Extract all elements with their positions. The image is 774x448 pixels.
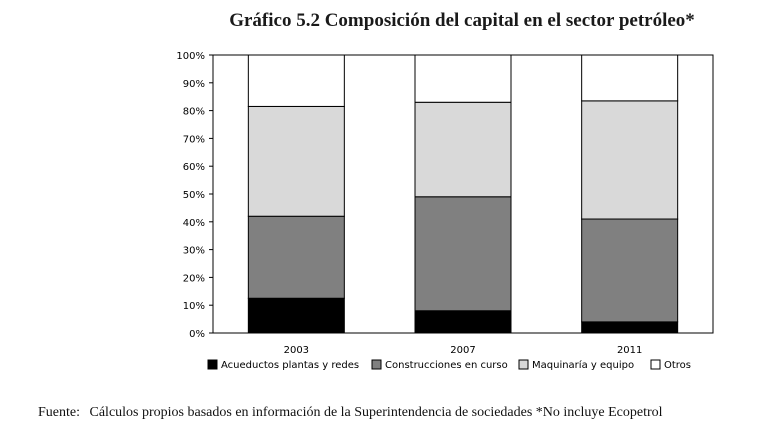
y-tick-label: 80% — [183, 107, 205, 118]
legend-label: Acueductos plantas y redes — [221, 360, 359, 371]
y-tick-label: 70% — [183, 134, 205, 145]
legend-swatch — [207, 359, 218, 370]
bar-2007-series-0 — [414, 310, 512, 334]
bar-2003-series-1 — [247, 215, 345, 299]
y-tick-label: 90% — [183, 79, 205, 90]
bar-2011-series-2 — [581, 100, 679, 220]
legend-label: Maquinaría y equipo — [532, 359, 634, 371]
x-tick-label: 2011 — [617, 345, 642, 356]
x-tick-label: 2007 — [450, 345, 475, 356]
chart-title: Gráfico 5.2 Composición del capital en e… — [229, 10, 695, 31]
bar-2007-series-3 — [414, 54, 512, 103]
y-tick-label: 50% — [183, 190, 205, 201]
x-tick-label: 2003 — [284, 345, 309, 356]
bar-2011-series-1 — [581, 218, 679, 323]
legend-swatch — [518, 359, 529, 370]
y-tick-label: 40% — [183, 218, 205, 229]
y-tick-label: 100% — [176, 51, 205, 62]
source-note: Fuente: Cálculos propios basados en info… — [38, 405, 663, 421]
y-tick-label: 30% — [183, 246, 205, 257]
y-tick-label: 0% — [189, 329, 205, 340]
legend-swatch — [650, 359, 661, 370]
y-tick-label: 20% — [183, 273, 205, 284]
bar-2007-series-1 — [414, 196, 512, 312]
bar-2003-series-2 — [247, 105, 345, 217]
legend-swatch — [371, 359, 382, 370]
legend-label: Otros — [664, 360, 691, 371]
bar-2011-series-3 — [581, 54, 679, 102]
source-text: Cálculos propios basados en información … — [89, 405, 663, 420]
y-tick-label: 10% — [183, 301, 205, 312]
bar-2007-series-2 — [414, 101, 512, 198]
bar-2003-series-0 — [247, 297, 345, 334]
bar-2011-series-0 — [581, 321, 679, 334]
bar-2003-series-3 — [247, 54, 345, 107]
source-label: Fuente: — [38, 405, 80, 420]
y-tick-label: 60% — [183, 162, 205, 173]
legend-label: Construcciones en curso — [385, 360, 508, 371]
